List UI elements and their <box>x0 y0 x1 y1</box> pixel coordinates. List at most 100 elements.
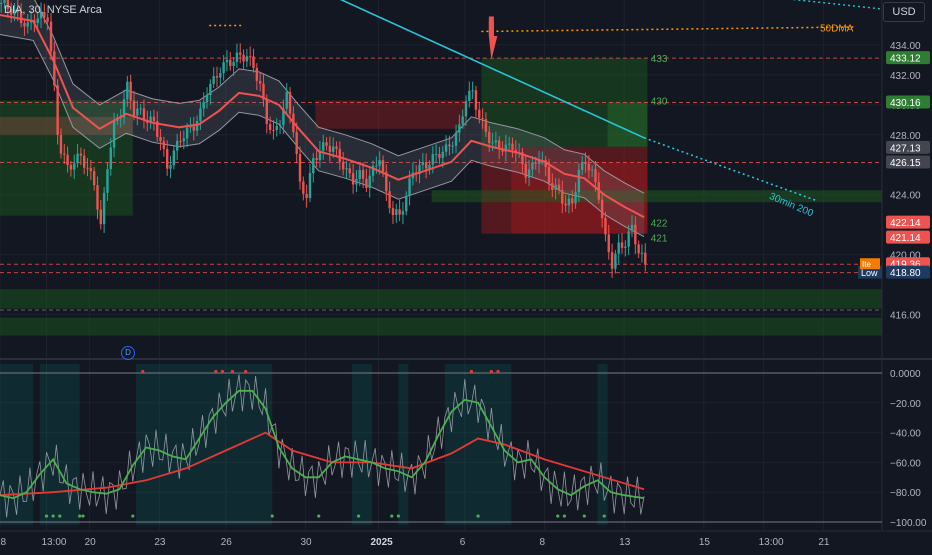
candle <box>282 108 285 126</box>
candle <box>322 142 325 151</box>
candle <box>252 56 255 68</box>
green-band-424 <box>431 190 884 203</box>
candle <box>617 242 620 254</box>
candle <box>567 198 571 206</box>
oscillator-zone <box>39 364 80 525</box>
candle <box>441 151 444 158</box>
currency-button[interactable]: USD <box>883 2 925 22</box>
time-tick-label: 18 <box>0 537 7 548</box>
low-tag-label: Low <box>861 268 878 278</box>
time-tick-label: 13:00 <box>41 537 66 548</box>
candle <box>83 155 86 168</box>
candle <box>571 198 574 204</box>
oscillator-signal-dot <box>131 514 135 518</box>
oscillator-signal-dot <box>81 514 85 518</box>
candle <box>444 144 448 152</box>
price-label: 421.14 <box>890 233 921 244</box>
candle <box>590 169 594 171</box>
candle <box>408 178 411 196</box>
candle <box>0 2 3 4</box>
oscillator-signal-dot <box>556 514 560 518</box>
candle <box>471 90 474 92</box>
price-label: 430.16 <box>890 98 921 109</box>
price-tick-label: 420.00 <box>890 251 921 262</box>
candle <box>587 163 591 171</box>
candle <box>561 190 564 204</box>
candle <box>278 125 282 127</box>
candle <box>102 192 106 225</box>
candle <box>391 208 395 216</box>
candle <box>358 170 361 180</box>
candle <box>355 179 358 185</box>
candle <box>554 184 557 190</box>
oscillator-signal-dot <box>214 369 218 374</box>
candle <box>255 67 259 81</box>
oscillator-tick-label: −40.00 <box>890 429 921 440</box>
candle <box>375 165 378 167</box>
candle <box>634 224 637 245</box>
candle <box>63 153 66 155</box>
candle <box>275 125 278 130</box>
candle <box>49 21 53 52</box>
sell-arrow-shaft <box>488 16 494 36</box>
candle <box>112 120 116 148</box>
candle <box>16 9 19 12</box>
candle <box>212 76 215 84</box>
candle <box>610 252 614 269</box>
oscillator-signal-dot <box>496 369 500 374</box>
candle <box>142 108 146 121</box>
oscillator-signal-dot <box>469 369 474 374</box>
candle <box>332 146 335 152</box>
candle <box>395 209 398 216</box>
candle <box>474 90 478 110</box>
candle <box>620 242 624 248</box>
candle <box>265 99 268 124</box>
sell-arrow[interactable] <box>485 20 498 60</box>
oscillator-signal-dot <box>244 369 248 374</box>
oscillator-tick-label: −60.00 <box>890 458 921 469</box>
candle <box>268 123 272 130</box>
candle <box>99 209 102 225</box>
candle <box>53 51 56 86</box>
price-label-box <box>886 51 930 65</box>
candle <box>488 131 491 143</box>
dividend-marker[interactable]: D <box>121 346 135 360</box>
time-tick-label: 23 <box>154 537 166 548</box>
candle <box>149 116 152 123</box>
candle <box>242 54 245 62</box>
candle <box>169 165 172 169</box>
candle <box>564 203 567 206</box>
candle <box>484 119 488 132</box>
candle <box>59 134 63 154</box>
candle <box>209 83 212 96</box>
candle <box>577 169 581 193</box>
candle <box>448 144 451 147</box>
oscillator-signal-dot <box>78 514 82 518</box>
oscillator-signal-dot <box>317 514 321 518</box>
price-label-box <box>886 155 930 169</box>
price-label: 418.80 <box>890 268 921 279</box>
candle <box>288 92 292 114</box>
red-zone-mid <box>315 100 465 129</box>
candle <box>162 141 166 150</box>
candle <box>156 121 159 137</box>
candle <box>66 154 69 165</box>
candle <box>272 129 275 131</box>
oscillator-signal-dot <box>220 369 225 374</box>
oscillator-zone <box>351 364 372 525</box>
candle <box>481 118 484 120</box>
ema-line <box>0 14 645 219</box>
oscillator-zone <box>398 364 409 525</box>
price-label: 422.14 <box>890 218 921 229</box>
candle <box>19 11 23 24</box>
oscillator-signal-dot <box>141 369 145 374</box>
candle <box>507 143 511 145</box>
candle <box>232 61 235 66</box>
candle <box>594 169 597 183</box>
candle <box>79 153 83 156</box>
candle <box>92 171 96 186</box>
ema-cloud <box>0 0 645 237</box>
